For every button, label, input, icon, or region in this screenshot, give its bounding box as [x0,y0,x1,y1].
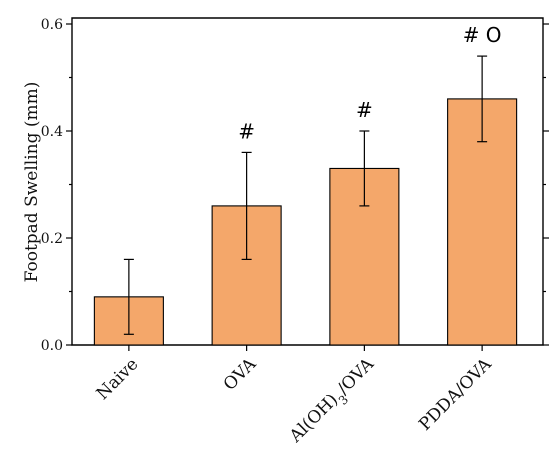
significance-annotation: # [356,98,373,122]
x-tick-label: Naive [93,354,143,404]
significance-annotation: # O [463,23,502,47]
y-tick-label: 0.2 [41,231,63,247]
significance-annotation: # [238,119,255,143]
y-tick-label: 0.0 [41,338,63,354]
y-tick-label: 0.6 [41,17,63,33]
x-tick-label: PDDA/OVA [415,354,496,435]
y-tick-label: 0.4 [41,124,63,140]
y-axis-label: Footpad Swelling (mm) [22,82,42,283]
x-tick-label: Al(OH)3/OVA [285,354,382,451]
x-tick-label: OVA [220,354,261,395]
